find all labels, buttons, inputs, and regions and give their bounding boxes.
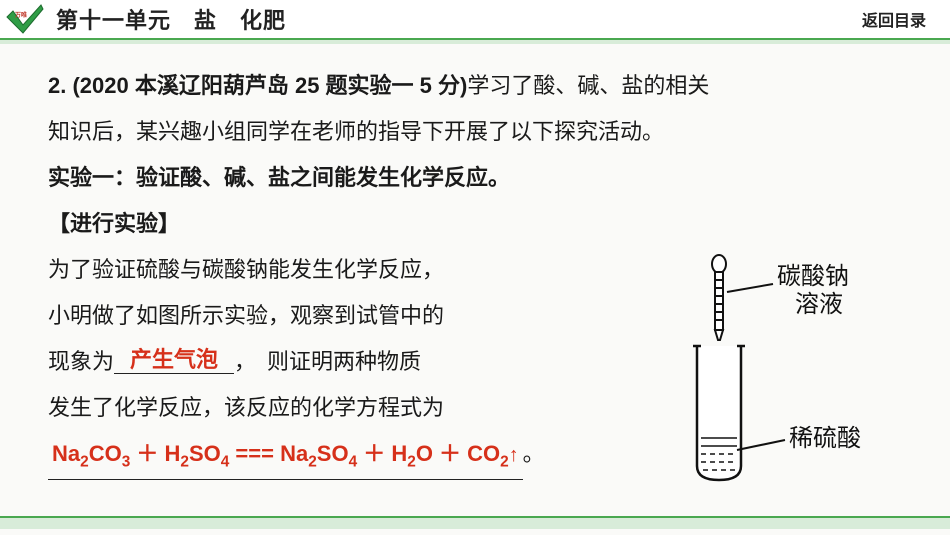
eq-r3: H <box>164 441 180 466</box>
eq-arrow: === <box>229 441 280 466</box>
blank-1: 产生气泡 <box>114 347 234 374</box>
question-number: 2. (2020 本溪辽阳葫芦岛 25 题实验一 5 分) <box>48 73 467 98</box>
blank-1-answer: 产生气泡 <box>130 347 218 372</box>
eq-p2: SO <box>317 441 349 466</box>
eq-r2sub: 3 <box>122 453 131 470</box>
label-sodium-carbonate: 碳酸钠 <box>777 263 849 290</box>
svg-text:万唯: 万唯 <box>14 11 27 19</box>
eq-gas-arrow: ↑ <box>509 444 519 466</box>
main-two-column: 为了验证硫酸与碳酸钠能发生化学反应， 小明做了如图所示实验，观察到试管中的 现象… <box>48 248 902 484</box>
body-line-4: 发生了化学反应，该反应的化学方程式为 <box>48 386 636 430</box>
header-left: 万唯 第十一单元 盐 化肥 <box>4 2 286 36</box>
question-intro-1: 2. (2020 本溪辽阳葫芦岛 25 题实验一 5 分)学习了酸、碱、盐的相关 <box>48 64 902 108</box>
eq-r4: SO <box>189 441 221 466</box>
eq-p5sub: 2 <box>500 453 509 470</box>
page-header: 万唯 第十一单元 盐 化肥 返回目录 <box>0 0 950 40</box>
eq-plus1: ＋ <box>130 441 164 466</box>
question-intro-2: 知识后，某兴趣小组同学在老师的指导下开展了以下探究活动。 <box>48 110 902 154</box>
eq-r3sub: 2 <box>180 453 189 470</box>
eq-p1: Na <box>280 441 308 466</box>
line3-post: ， 则证明两种物质 <box>234 349 421 374</box>
do-experiment-label: 【进行实验】 <box>48 202 902 246</box>
eq-plus3: ＋ <box>433 441 467 466</box>
eq-r1sub: 2 <box>80 453 89 470</box>
brand-logo-icon: 万唯 <box>4 2 46 36</box>
final-period: 。 <box>523 441 545 466</box>
eq-plus2: ＋ <box>357 441 391 466</box>
label-dilute-sulfuric-acid: 稀硫酸 <box>789 425 861 452</box>
text-column: 为了验证硫酸与碳酸钠能发生化学反应， 小明做了如图所示实验，观察到试管中的 现象… <box>48 248 636 484</box>
eq-p2sub: 4 <box>349 453 358 470</box>
eq-r2: CO <box>89 441 122 466</box>
eq-p4: O <box>416 441 433 466</box>
body-line-3: 现象为产生气泡 ， 则证明两种物质 <box>48 340 636 384</box>
return-link[interactable]: 返回目录 <box>862 7 926 31</box>
eq-r4sub: 4 <box>221 453 230 470</box>
intro-text-1: 学习了酸、碱、盐的相关 <box>467 73 709 98</box>
eq-p5: CO <box>467 441 500 466</box>
experiment-title: 实验一：验证酸、碱、盐之间能发生化学反应。 <box>48 156 902 200</box>
diagram-column: 碳酸钠 溶液 稀硫酸 <box>652 248 902 484</box>
experiment-diagram: 碳酸钠 溶液 稀硫酸 <box>657 254 897 484</box>
label-solution: 溶液 <box>795 291 843 318</box>
unit-title: 第十一单元 盐 化肥 <box>56 3 286 35</box>
eq-r1: Na <box>52 441 80 466</box>
eq-p3sub: 2 <box>407 453 416 470</box>
line3-pre: 现象为 <box>48 349 114 374</box>
equation-line: Na2CO3 ＋ H2SO4 === Na2SO4 ＋ H2O ＋ CO2↑ 。 <box>48 432 636 480</box>
body-line-2: 小明做了如图所示实验，观察到试管中的 <box>48 294 636 338</box>
content-area: 2. (2020 本溪辽阳葫芦岛 25 题实验一 5 分)学习了酸、碱、盐的相关… <box>0 40 950 496</box>
footer-decoration <box>0 517 950 529</box>
chemical-equation: Na2CO3 ＋ H2SO4 === Na2SO4 ＋ H2O ＋ CO2↑ <box>48 432 523 480</box>
eq-p1sub: 2 <box>308 453 317 470</box>
eq-p3: H <box>391 441 407 466</box>
body-line-1: 为了验证硫酸与碳酸钠能发生化学反应， <box>48 248 636 292</box>
